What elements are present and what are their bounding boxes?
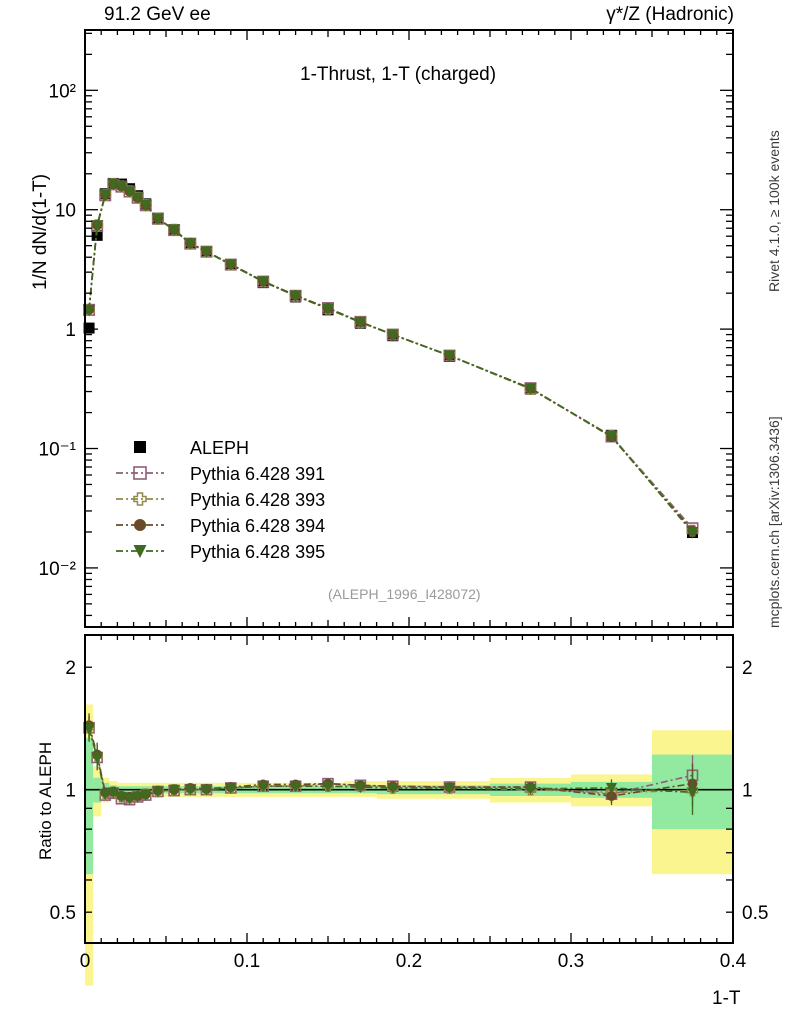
marker-triangle-down-icon <box>115 181 128 193</box>
main-xticks <box>84 30 734 627</box>
marker-triangle-down-icon <box>257 781 269 793</box>
main-panel-frame <box>84 29 734 628</box>
marker-triangle-down-icon <box>443 350 456 362</box>
marker-triangle-down-icon <box>133 545 147 558</box>
marker-square-filled-icon <box>83 322 95 334</box>
main-ytick-label-0: 10² <box>49 81 76 102</box>
marker-triangle-down-icon <box>123 186 136 198</box>
marker-triangle-down-icon <box>225 782 237 794</box>
xaxis-label: 1-T <box>712 988 741 1009</box>
ratio-ytick-label-right-1: 1 <box>742 781 753 802</box>
marker-triangle-down-icon <box>91 752 103 764</box>
ratio-ytick-label-left-1: 1 <box>65 781 76 802</box>
marker-triangle-down-icon <box>354 317 367 329</box>
marker-cross-open-icon <box>133 492 147 506</box>
main-ytick-label-3: 10⁻¹ <box>39 440 77 461</box>
xtick-label-0: 0 <box>80 951 91 972</box>
xtick-label-1: 0.1 <box>234 951 260 972</box>
marker-triangle-down-icon <box>687 787 698 799</box>
marker-triangle-down-icon <box>257 276 269 288</box>
main-ylabel: 1/N dN/d(1-T) <box>30 173 51 290</box>
legend-label-1: Pythia 6.428 391 <box>190 464 325 484</box>
ratio-ytick-label-right-0: 2 <box>742 658 753 679</box>
marker-circle-filled-icon <box>134 519 146 531</box>
marker-triangle-down-icon <box>140 200 152 212</box>
marker-triangle-down-icon <box>290 781 302 793</box>
marker-triangle-down-icon <box>524 383 537 395</box>
legend-label-2: Pythia 6.428 393 <box>190 490 325 510</box>
main-series-line <box>88 183 694 534</box>
marker-triangle-down-icon <box>168 784 180 796</box>
ratio-band-inner-bin <box>85 737 94 875</box>
marker-triangle-down-icon <box>115 791 127 803</box>
marker-square-open-icon <box>133 466 147 480</box>
ratio-ytick-label-right-2: 0.5 <box>742 903 768 924</box>
marker-triangle-down-icon <box>184 238 196 250</box>
marker-triangle-down-icon <box>99 789 111 801</box>
marker-triangle-down-icon <box>140 790 152 802</box>
legend-entry-2[interactable]: Pythia 6.428 393 <box>116 490 325 510</box>
header-left-label: 91.2 GeV ee <box>104 4 211 25</box>
marker-triangle-down-icon <box>322 781 334 793</box>
marker-triangle-down-icon <box>91 220 103 232</box>
marker-triangle-down-icon <box>184 784 196 796</box>
marker-triangle-down-icon <box>107 787 119 799</box>
legend-label-3: Pythia 6.428 394 <box>190 516 325 536</box>
marker-triangle-down-icon <box>152 786 164 798</box>
marker-triangle-down-icon <box>124 793 136 805</box>
main-yticks <box>85 32 733 617</box>
main-ytick-label-4: 10⁻² <box>39 559 77 580</box>
marker-triangle-down-icon <box>99 189 111 202</box>
marker-square-filled-icon <box>134 441 146 453</box>
marker-triangle-down-icon <box>322 303 334 315</box>
ratio-series-3 <box>83 717 698 815</box>
marker-triangle-down-icon <box>225 259 237 271</box>
side-label-top: Rivet 4.1.0, ≥ 100k events <box>766 130 782 292</box>
marker-triangle-down-icon <box>200 246 213 258</box>
marker-triangle-down-icon <box>686 527 699 539</box>
marker-triangle-down-icon <box>201 784 212 796</box>
xtick-label-4: 0.4 <box>720 951 747 972</box>
legend-label-0: ALEPH <box>190 438 249 458</box>
legend-entry-0[interactable]: ALEPH <box>134 438 249 458</box>
marker-triangle-down-icon <box>605 430 618 443</box>
xtick-label-2: 0.2 <box>396 951 422 972</box>
ratio-ylabel: Ratio to ALEPH <box>36 741 55 860</box>
marker-triangle-down-icon <box>131 192 144 204</box>
header-right-label: γ*/Z (Hadronic) <box>606 4 734 25</box>
marker-triangle-down-icon <box>152 213 164 225</box>
side-label-bottom: mcplots.cern.ch [arXiv:1306.3436] <box>766 416 782 628</box>
legend-entry-3[interactable]: Pythia 6.428 394 <box>116 516 325 536</box>
ratio-yticks <box>85 666 733 913</box>
ratio-xticks <box>84 635 734 943</box>
main-series-3 <box>83 178 698 536</box>
ratio-ytick-label-left-2: 0.5 <box>50 903 76 924</box>
main-panel-title: 1-Thrust, 1-T (charged) <box>300 64 497 85</box>
marker-triangle-down-icon <box>387 329 399 341</box>
marker-triangle-down-icon <box>132 791 144 803</box>
marker-triangle-down-icon <box>168 224 180 236</box>
marker-triangle-down-icon <box>444 782 455 794</box>
watermark-label: (ALEPH_1996_I428072) <box>328 586 481 602</box>
marker-triangle-down-icon <box>83 723 95 735</box>
main-series-4 <box>83 178 699 539</box>
ratio-series-line <box>88 727 693 801</box>
main-ytick-label-1: 10 <box>55 201 76 222</box>
xtick-label-3: 0.3 <box>558 951 584 972</box>
marker-square-filled-icon <box>91 229 103 241</box>
marker-triangle-down-icon <box>387 782 399 794</box>
legend-label-4: Pythia 6.428 395 <box>190 542 325 562</box>
legend-entry-4[interactable]: Pythia 6.428 395 <box>116 542 325 562</box>
main-ytick-label-2: 1 <box>65 320 76 341</box>
ratio-ytick-label-left-0: 2 <box>65 658 76 679</box>
marker-triangle-down-icon <box>525 783 536 795</box>
marker-triangle-down-icon <box>83 305 95 317</box>
marker-triangle-down-icon <box>606 782 617 794</box>
marker-triangle-down-icon <box>289 290 302 303</box>
legend-entry-1[interactable]: Pythia 6.428 391 <box>116 464 325 484</box>
marker-triangle-down-icon <box>354 782 366 794</box>
